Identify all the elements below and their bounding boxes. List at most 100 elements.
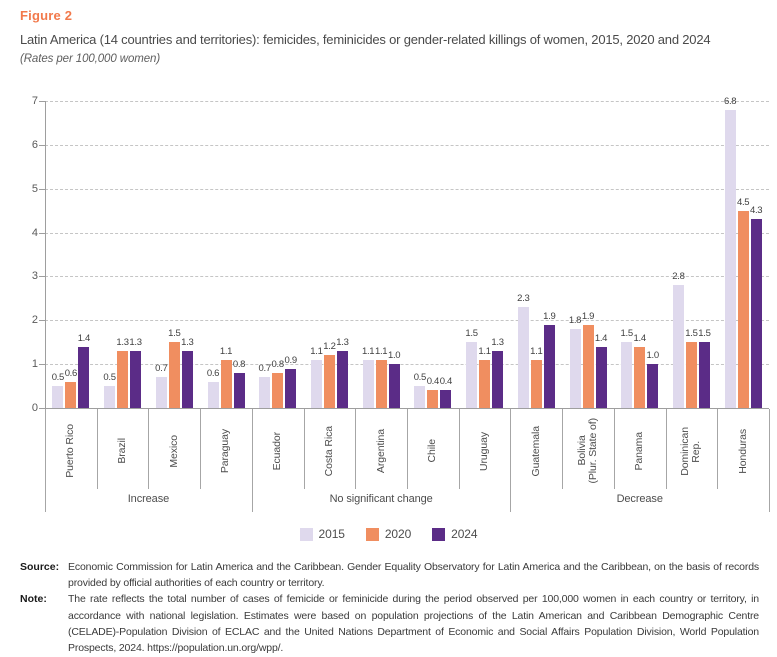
- gridline-1: [45, 364, 769, 366]
- y-tick-mark-6: [39, 144, 45, 146]
- bar-2015-bolivia-plur-state-of: [569, 329, 581, 408]
- group-separator: [251, 409, 253, 512]
- x-axis-label-text: Bolivia (Plur. State of): [575, 418, 599, 484]
- group-separator: [769, 409, 770, 512]
- bar-2024-mexico: [181, 350, 193, 408]
- y-tick-label-4: 4: [31, 226, 38, 239]
- bar-value-2020-honduras: 4.5: [736, 196, 750, 208]
- bar-2015-ecuador: [259, 377, 271, 408]
- bar-2024-guatemala: [543, 324, 555, 408]
- source-text: Economic Commission for Latin America an…: [68, 561, 759, 590]
- bar-2024-uruguay: [492, 350, 504, 408]
- x-axis-line: [45, 408, 769, 409]
- country-separator: [613, 409, 615, 489]
- bar-value-2015-dominican-rep: 2.8: [672, 271, 685, 283]
- gridline-5: [45, 188, 769, 190]
- x-axis-label-text: Uruguay: [478, 431, 491, 471]
- y-tick-label-3: 3: [31, 270, 38, 283]
- bar-2020-paraguay: [220, 359, 232, 408]
- x-axis-label-chile: Chile: [407, 412, 459, 490]
- gridline-3: [45, 276, 769, 278]
- bar-value-2020-guatemala: 1.1: [530, 345, 543, 357]
- source-label: Source:: [20, 561, 60, 573]
- bar-value-2015-ecuador: 0.7: [258, 363, 272, 375]
- y-tick-mark-2: [39, 320, 45, 322]
- x-axis-label-honduras: Honduras: [717, 412, 769, 490]
- x-axis-label-uruguay: Uruguay: [459, 412, 511, 490]
- bar-2020-guatemala: [530, 359, 542, 408]
- country-separator: [96, 409, 98, 489]
- bar-value-2015-mexico: 0.7: [155, 363, 168, 375]
- bar-2024-paraguay: [233, 372, 245, 408]
- bar-value-2020-mexico: 1.5: [168, 328, 181, 340]
- x-axis-label-puerto-rico: Puerto Rico: [45, 412, 97, 490]
- bar-value-2015-brazil: 0.5: [103, 372, 116, 384]
- bar-value-2024-mexico: 1.3: [181, 336, 194, 348]
- country-separator: [458, 409, 460, 489]
- bar-2020-panama: [634, 346, 646, 408]
- bar-2020-chile: [427, 390, 439, 408]
- x-axis-label-text: Ecuador: [271, 431, 284, 471]
- figure-title: Latin America (14 countries and territor…: [20, 32, 711, 47]
- bar-value-2015-bolivia-plur-state-of: 1.8: [568, 315, 582, 327]
- bar-value-2020-ecuador: 0.8: [271, 358, 285, 370]
- legend-swatch-2024: [432, 527, 446, 541]
- x-axis-label-text: Mexico: [167, 434, 180, 468]
- bar-value-2024-argentina: 1.0: [387, 350, 401, 362]
- x-axis-label-mexico: Mexico: [148, 412, 200, 490]
- bar-value-2015-uruguay: 1.5: [465, 328, 478, 340]
- legend-label-2020: 2020: [384, 527, 412, 541]
- bar-value-2024-uruguay: 1.3: [491, 336, 504, 348]
- bar-2020-dominican-rep: [685, 342, 697, 408]
- x-axis-label-paraguay: Paraguay: [200, 412, 252, 490]
- y-tick-label-1: 1: [31, 358, 38, 371]
- legend-swatch-2020: [365, 527, 379, 541]
- x-axis-label-text: Puerto Rico: [64, 424, 77, 478]
- bar-2015-panama: [621, 342, 633, 408]
- x-axis-label-text: Brazil: [116, 438, 129, 464]
- x-axis-label-brazil: Brazil: [97, 412, 149, 490]
- bar-value-2020-panama: 1.4: [633, 332, 647, 344]
- bar-2024-bolivia-plur-state-of: [595, 346, 607, 408]
- x-axis-label-argentina: Argentina: [355, 412, 407, 490]
- group-separator: [510, 409, 512, 512]
- bar-2020-brazil: [117, 350, 129, 408]
- country-separator: [303, 409, 305, 489]
- bar-2015-dominican-rep: [672, 285, 684, 408]
- chart-legend: 2015 2020 2024: [0, 527, 777, 541]
- bar-value-2020-chile: 0.4: [426, 376, 440, 388]
- x-axis-label-ecuador: Ecuador: [252, 412, 304, 490]
- bar-2020-bolivia-plur-state-of: [582, 324, 594, 408]
- bar-value-2024-guatemala: 1.9: [543, 310, 556, 322]
- x-axis-label-text: Paraguay: [219, 428, 232, 474]
- bar-2015-costa-rica: [310, 359, 322, 408]
- bar-value-2015-panama: 1.5: [620, 328, 634, 340]
- note-text: The rate reflects the total number of ca…: [68, 593, 759, 655]
- bar-2020-costa-rica: [323, 355, 335, 408]
- bar-2015-brazil: [104, 386, 116, 408]
- bar-value-2024-ecuador: 0.9: [284, 354, 298, 366]
- bar-value-2015-puerto-rico: 0.5: [51, 372, 65, 384]
- legend-label-2015: 2015: [318, 527, 345, 541]
- bar-value-2020-costa-rica: 1.2: [323, 341, 336, 353]
- bar-2020-honduras: [737, 210, 749, 408]
- country-separator: [562, 409, 564, 489]
- gridline-2: [45, 320, 769, 322]
- bar-2015-argentina: [362, 359, 374, 408]
- bar-2024-costa-rica: [336, 350, 348, 408]
- figure-header: Figure 2 Latin America (14 countries and…: [20, 8, 764, 65]
- x-axis-label-text: Costa Rica: [322, 425, 335, 477]
- y-tick-mark-7: [39, 101, 45, 102]
- group-separator: [45, 409, 46, 512]
- bar-2024-panama: [647, 364, 659, 408]
- x-axis-label-costa-rica: Costa Rica: [304, 412, 356, 490]
- figure-unit-note: (Rates per 100,000 women): [20, 53, 161, 65]
- x-axis-label-text: Guatemala: [529, 425, 542, 477]
- bar-2024-ecuador: [285, 368, 297, 408]
- bar-2024-brazil: [130, 350, 142, 408]
- figure-number: Figure 2: [20, 8, 73, 23]
- bar-2015-paraguay: [207, 381, 219, 408]
- bar-2020-uruguay: [479, 359, 491, 408]
- bar-value-2020-dominican-rep: 1.5: [685, 328, 698, 340]
